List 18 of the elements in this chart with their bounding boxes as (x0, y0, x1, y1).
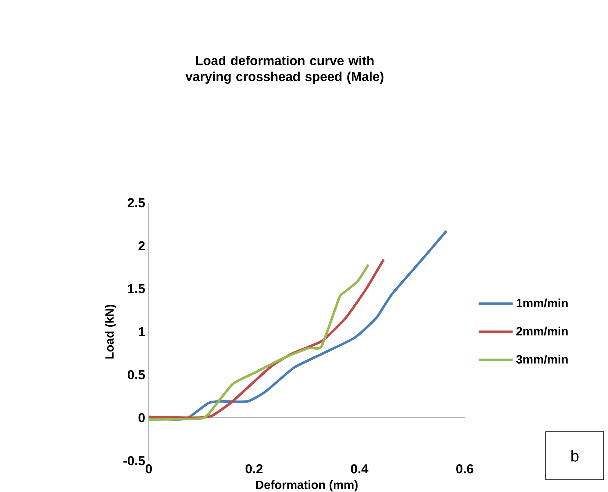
legend-label: 1mm/min (516, 298, 568, 308)
y-tick-label: 1.5 (128, 284, 146, 294)
x-axis-title: Deformation (mm) (256, 480, 358, 492)
chart-title: Load deformation curve with varying crosshead speed (Male) (186, 56, 384, 84)
y-tick-label: 0.5 (128, 370, 146, 380)
text: b (572, 450, 579, 462)
y-tick-label: 0 (138, 413, 145, 423)
y-tick-label: 2.5 (128, 198, 146, 208)
y-tick-label: 2 (138, 241, 145, 251)
legend-label: 3mm/min (516, 355, 568, 364)
x-tick-label: 0.6 (456, 464, 474, 474)
x-tick-label: 0.2 (246, 464, 263, 474)
y-tick-label: 1 (139, 328, 146, 336)
legend-label: 2mm/min (516, 326, 568, 336)
y-axis-title: Load (kN) (105, 305, 116, 359)
x-tick-label: 0.4 (351, 464, 369, 474)
x-tick-label: 0 (146, 464, 152, 474)
y-tick-label: -0.5 (124, 456, 146, 466)
